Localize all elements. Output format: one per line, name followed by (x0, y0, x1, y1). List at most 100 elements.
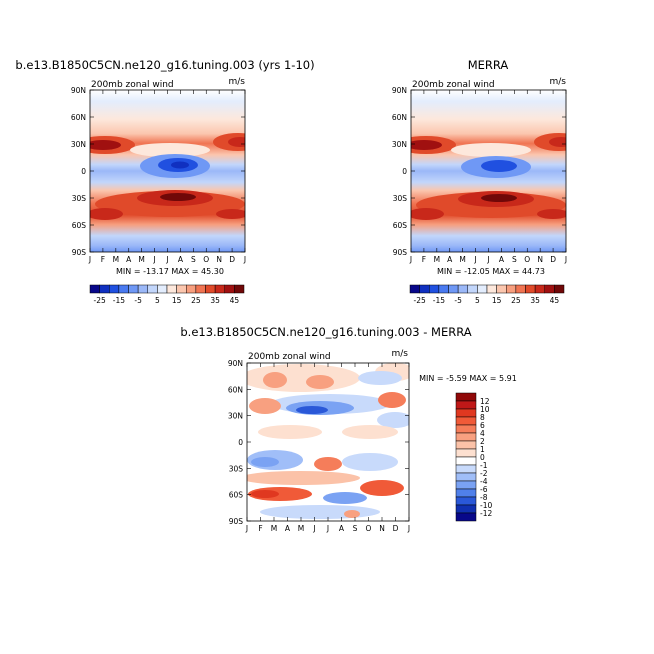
colorbar-swatch (89, 284, 100, 294)
colorbar-swatch (224, 284, 235, 294)
panel1-subtitle: 200mb zonal wind (91, 80, 174, 90)
colorbar-swatch (455, 456, 477, 466)
x-tick-label: S (512, 255, 517, 264)
colorbar-swatch (234, 284, 245, 294)
x-tick-label: A (447, 255, 453, 264)
colorbar-swatch (534, 284, 545, 294)
colorbar-label: 45 (550, 296, 560, 305)
x-tick-label: M (271, 524, 277, 533)
colorbar-label: 1 (480, 445, 485, 454)
colorbar-label: 10 (480, 405, 490, 414)
x-tick-label: N (216, 255, 222, 264)
colorbar-swatch (486, 284, 497, 294)
panel3-units: m/s (392, 349, 409, 359)
x-tick-label: A (178, 255, 184, 264)
x-tick-label: J (564, 255, 567, 264)
y-tick-label: 60S (229, 491, 244, 500)
y-tick-label: 0 (402, 167, 407, 176)
x-tick-label: A (339, 524, 345, 533)
colorbar-label: -10 (480, 501, 492, 510)
colorbar-swatch (455, 480, 477, 490)
x-tick-label: J (152, 255, 155, 264)
colorbar-swatch (205, 284, 216, 294)
x-tick-label: O (524, 255, 530, 264)
panel1-field (90, 90, 245, 252)
colorbar-label: -6 (480, 485, 488, 494)
colorbar-swatch (455, 488, 477, 498)
colorbar-label: -5 (134, 296, 142, 305)
colorbar-label: 2 (480, 437, 485, 446)
x-tick-label: D (550, 255, 556, 264)
colorbar-swatch (109, 284, 120, 294)
x-tick-label: A (499, 255, 505, 264)
panel1-stats: MIN = -13.17 MAX = 45.30 (116, 267, 224, 276)
y-tick-label: 90S (393, 248, 408, 257)
panel1-units: m/s (229, 77, 246, 87)
y-tick-label: 30N (392, 140, 407, 149)
colorbar-swatch (455, 424, 477, 434)
colorbar-swatch (166, 284, 177, 294)
colorbar-swatch (147, 284, 158, 294)
colorbar-label: 0 (480, 453, 485, 462)
colorbar-swatch (506, 284, 517, 294)
colorbar-swatch (457, 284, 468, 294)
colorbar-label: 15 (172, 296, 182, 305)
y-tick-label: 0 (81, 167, 86, 176)
colorbar-swatch (455, 464, 477, 474)
y-tick-label: 60N (228, 385, 243, 394)
colorbar-label: 5 (475, 296, 480, 305)
x-tick-label: F (101, 255, 105, 264)
y-tick-label: 0 (238, 438, 243, 447)
y-tick-label: 90N (392, 86, 407, 95)
x-tick-label: M (459, 255, 465, 264)
colorbar-swatch (455, 416, 477, 426)
colorbar-label: -25 (94, 296, 106, 305)
x-tick-label: J (245, 524, 248, 533)
panel2-subtitle: 200mb zonal wind (412, 80, 495, 90)
colorbar-label: -5 (454, 296, 462, 305)
colorbar-label: 35 (210, 296, 220, 305)
y-tick-label: 90N (228, 359, 243, 368)
x-tick-label: J (243, 255, 246, 264)
colorbar-label: -15 (433, 296, 445, 305)
colorbar-label: 45 (230, 296, 240, 305)
colorbar-swatch (448, 284, 459, 294)
x-tick-label: J (88, 255, 91, 264)
colorbar-swatch (496, 284, 507, 294)
x-tick-label: D (393, 524, 399, 533)
y-tick-label: 90S (72, 248, 87, 257)
colorbar-label: 4 (480, 429, 485, 438)
colorbar-label: 12 (480, 397, 490, 406)
panel3-title: b.e13.B1850C5CN.ne120_g16.tuning.003 - M… (180, 325, 471, 339)
colorbar-swatch (544, 284, 555, 294)
colorbar-label: 5 (155, 296, 160, 305)
colorbar-swatch (429, 284, 440, 294)
y-tick-label: 60N (392, 113, 407, 122)
colorbar-swatch (455, 504, 477, 514)
colorbar-swatch (137, 284, 148, 294)
colorbar-swatch (214, 284, 225, 294)
colorbar-swatch (157, 284, 168, 294)
x-tick-label: O (203, 255, 209, 264)
colorbar-label: 25 (191, 296, 201, 305)
colorbar-top-left: -25 -15 -5 5 15 25 35 45 (89, 284, 245, 305)
colorbar-swatch (455, 400, 477, 410)
y-tick-label: 30N (71, 140, 86, 149)
panel2-units: m/s (550, 77, 567, 87)
colorbar-swatch (515, 284, 526, 294)
x-tick-label: A (126, 255, 132, 264)
colorbar-label: -25 (414, 296, 426, 305)
colorbar-swatch (409, 284, 420, 294)
colorbar-label: -8 (480, 493, 488, 502)
colorbar-swatch (554, 284, 565, 294)
x-tick-label: S (191, 255, 196, 264)
panel2-stats: MIN = -12.05 MAX = 44.73 (437, 267, 545, 276)
y-tick-label: 30S (229, 464, 244, 473)
colorbar-swatch (467, 284, 478, 294)
x-tick-label: O (366, 524, 372, 533)
y-tick-label: 30N (228, 412, 243, 421)
x-tick-label: N (537, 255, 543, 264)
